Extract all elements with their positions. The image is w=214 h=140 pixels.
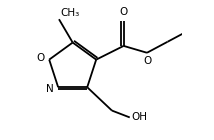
Text: O: O xyxy=(119,7,128,17)
Text: CH₃: CH₃ xyxy=(60,8,80,18)
Text: O: O xyxy=(37,53,45,63)
Text: N: N xyxy=(46,84,54,94)
Text: O: O xyxy=(144,56,152,66)
Text: OH: OH xyxy=(131,112,147,122)
